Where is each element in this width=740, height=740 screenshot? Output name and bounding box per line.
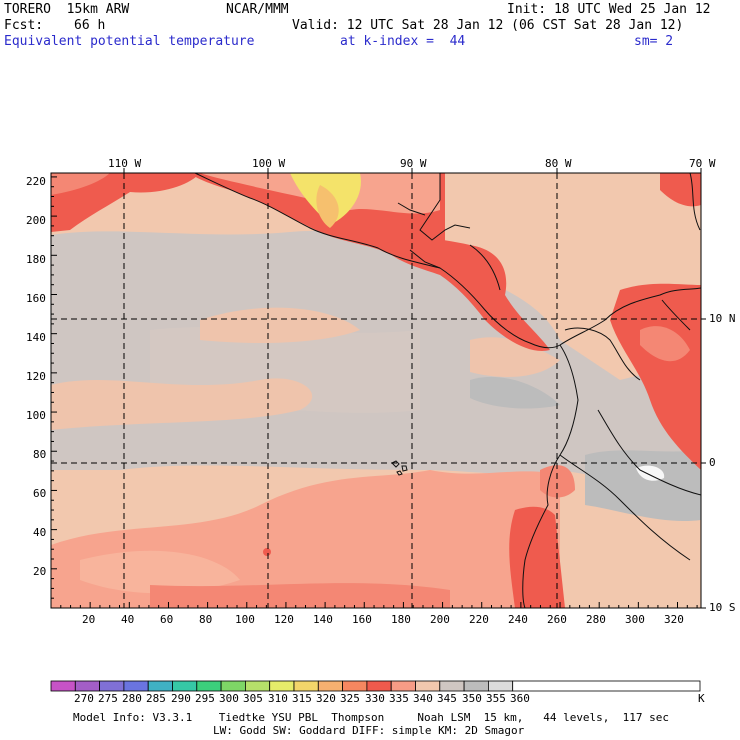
x-tick-label: 140 xyxy=(313,613,333,626)
y-tick-label: 100 xyxy=(26,409,46,422)
model-name: TORERO 15km ARW xyxy=(4,2,130,17)
y-tick-label: 60 xyxy=(33,487,47,500)
init-time: Init: 18 UTC Wed 25 Jan 12 xyxy=(507,2,711,17)
colorbar-label: 305 xyxy=(243,692,263,705)
colorbar-label: 275 xyxy=(98,692,118,705)
colorbar-label: 345 xyxy=(437,692,457,705)
y-tick-label: 40 xyxy=(33,526,47,539)
y-tick-label: 180 xyxy=(26,253,46,266)
x-tick-label: 200 xyxy=(430,613,450,626)
colorbar-swatch xyxy=(366,680,392,692)
colorbar-label: 350 xyxy=(462,692,482,705)
colorbar-label: 325 xyxy=(340,692,360,705)
x-tick-label: 120 xyxy=(274,613,294,626)
colorbar-label: 320 xyxy=(316,692,336,705)
colorbar-label: 330 xyxy=(365,692,385,705)
model-info: Model Info: V3.3.1 Tiedtke YSU PBL Thomp… xyxy=(73,711,670,724)
colorbar-swatch xyxy=(220,680,246,692)
graticule xyxy=(51,173,701,608)
colorbar-swatch xyxy=(293,680,319,692)
smoothing: sm= 2 xyxy=(634,34,674,49)
x-tick-label: 180 xyxy=(391,613,411,626)
colorbar-swatch xyxy=(123,680,149,692)
colorbar-swatch xyxy=(390,680,416,692)
colorbar-swatch xyxy=(50,680,76,692)
x-tick-label: 260 xyxy=(547,613,567,626)
x-tick-label: 20 xyxy=(82,613,96,626)
valid-time: Valid: 12 UTC Sat 28 Jan 12 (06 CST Sat … xyxy=(292,18,684,33)
x-tick-label: 220 xyxy=(469,613,489,626)
colorbar-swatch xyxy=(512,680,701,692)
colorbar-label: 335 xyxy=(389,692,409,705)
x-tick-label: 40 xyxy=(121,613,135,626)
colorbar-label: 315 xyxy=(292,692,312,705)
colorbar-label: 360 xyxy=(510,692,530,705)
organization: NCAR/MMM xyxy=(226,2,289,17)
x-tick-label: 280 xyxy=(586,613,606,626)
map-frame xyxy=(50,172,702,609)
x-tick-label: 80 xyxy=(199,613,213,626)
lat-label-10s: 10 S xyxy=(709,601,736,614)
colorbar-swatch xyxy=(439,680,465,692)
y-tick-label: 80 xyxy=(33,448,47,461)
x-tick-label: 240 xyxy=(508,613,528,626)
equivalent-potential-temperature-field xyxy=(51,173,701,608)
colorbar-label: 310 xyxy=(268,692,288,705)
physics-info: LW: Godd SW: Goddard DIFF: simple KM: 2D… xyxy=(213,724,525,737)
colorbar-swatch xyxy=(74,680,101,692)
y-tick-label: 200 xyxy=(26,214,46,227)
colorbar-swatch xyxy=(463,680,489,692)
colorbar-label: 270 xyxy=(74,692,94,705)
x-tick-label: 300 xyxy=(625,613,645,626)
colorbar-label: 285 xyxy=(146,692,166,705)
y-tick-label: 220 xyxy=(26,175,46,188)
colorbar-swatch xyxy=(317,680,343,692)
field-name: Equivalent potential temperature xyxy=(4,34,255,49)
lat-label-0: 0 xyxy=(709,456,716,469)
y-tick-label: 140 xyxy=(26,331,46,344)
colorbar-swatch xyxy=(147,680,173,692)
colorbar-label: 355 xyxy=(486,692,506,705)
colorbar-label: 300 xyxy=(219,692,239,705)
colorbar-swatch xyxy=(342,680,368,692)
y-tick-label: 120 xyxy=(26,370,46,383)
lon-label-70w: 70 W xyxy=(689,157,716,170)
colorbar-label: 290 xyxy=(171,692,191,705)
colorbar-swatch xyxy=(244,680,271,692)
y-tick-label: 20 xyxy=(33,565,47,578)
colorbar-swatch xyxy=(99,680,125,692)
colorbar-unit: K xyxy=(698,692,705,705)
axis-ticks xyxy=(50,168,706,609)
x-tick-label: 100 xyxy=(235,613,255,626)
x-tick-label: 160 xyxy=(352,613,372,626)
lon-label-100w: 100 W xyxy=(252,157,286,170)
x-tick-label: 320 xyxy=(664,613,684,626)
colorbar-label: 280 xyxy=(122,692,142,705)
forecast-hour: 66 h xyxy=(74,18,106,33)
level-index: at k-index = 44 xyxy=(340,34,466,49)
lat-label-10n: 10 N xyxy=(709,312,736,325)
forecast-label: Fcst: xyxy=(4,18,44,33)
colorbar-label: 295 xyxy=(195,692,215,705)
colorbar-swatch xyxy=(269,680,295,692)
colorbar-swatch xyxy=(487,680,514,692)
x-tick-label: 60 xyxy=(160,613,174,626)
colorbar-swatch xyxy=(415,680,441,692)
y-tick-label: 160 xyxy=(26,292,46,305)
lon-label-90w: 90 W xyxy=(400,157,427,170)
colorbar xyxy=(50,680,701,692)
colorbar-swatch xyxy=(196,680,222,692)
colorbar-label: 340 xyxy=(413,692,433,705)
lon-label-110w: 110 W xyxy=(108,157,142,170)
colorbar-swatch xyxy=(172,680,198,692)
coastlines xyxy=(194,173,701,608)
lon-label-80w: 80 W xyxy=(545,157,572,170)
